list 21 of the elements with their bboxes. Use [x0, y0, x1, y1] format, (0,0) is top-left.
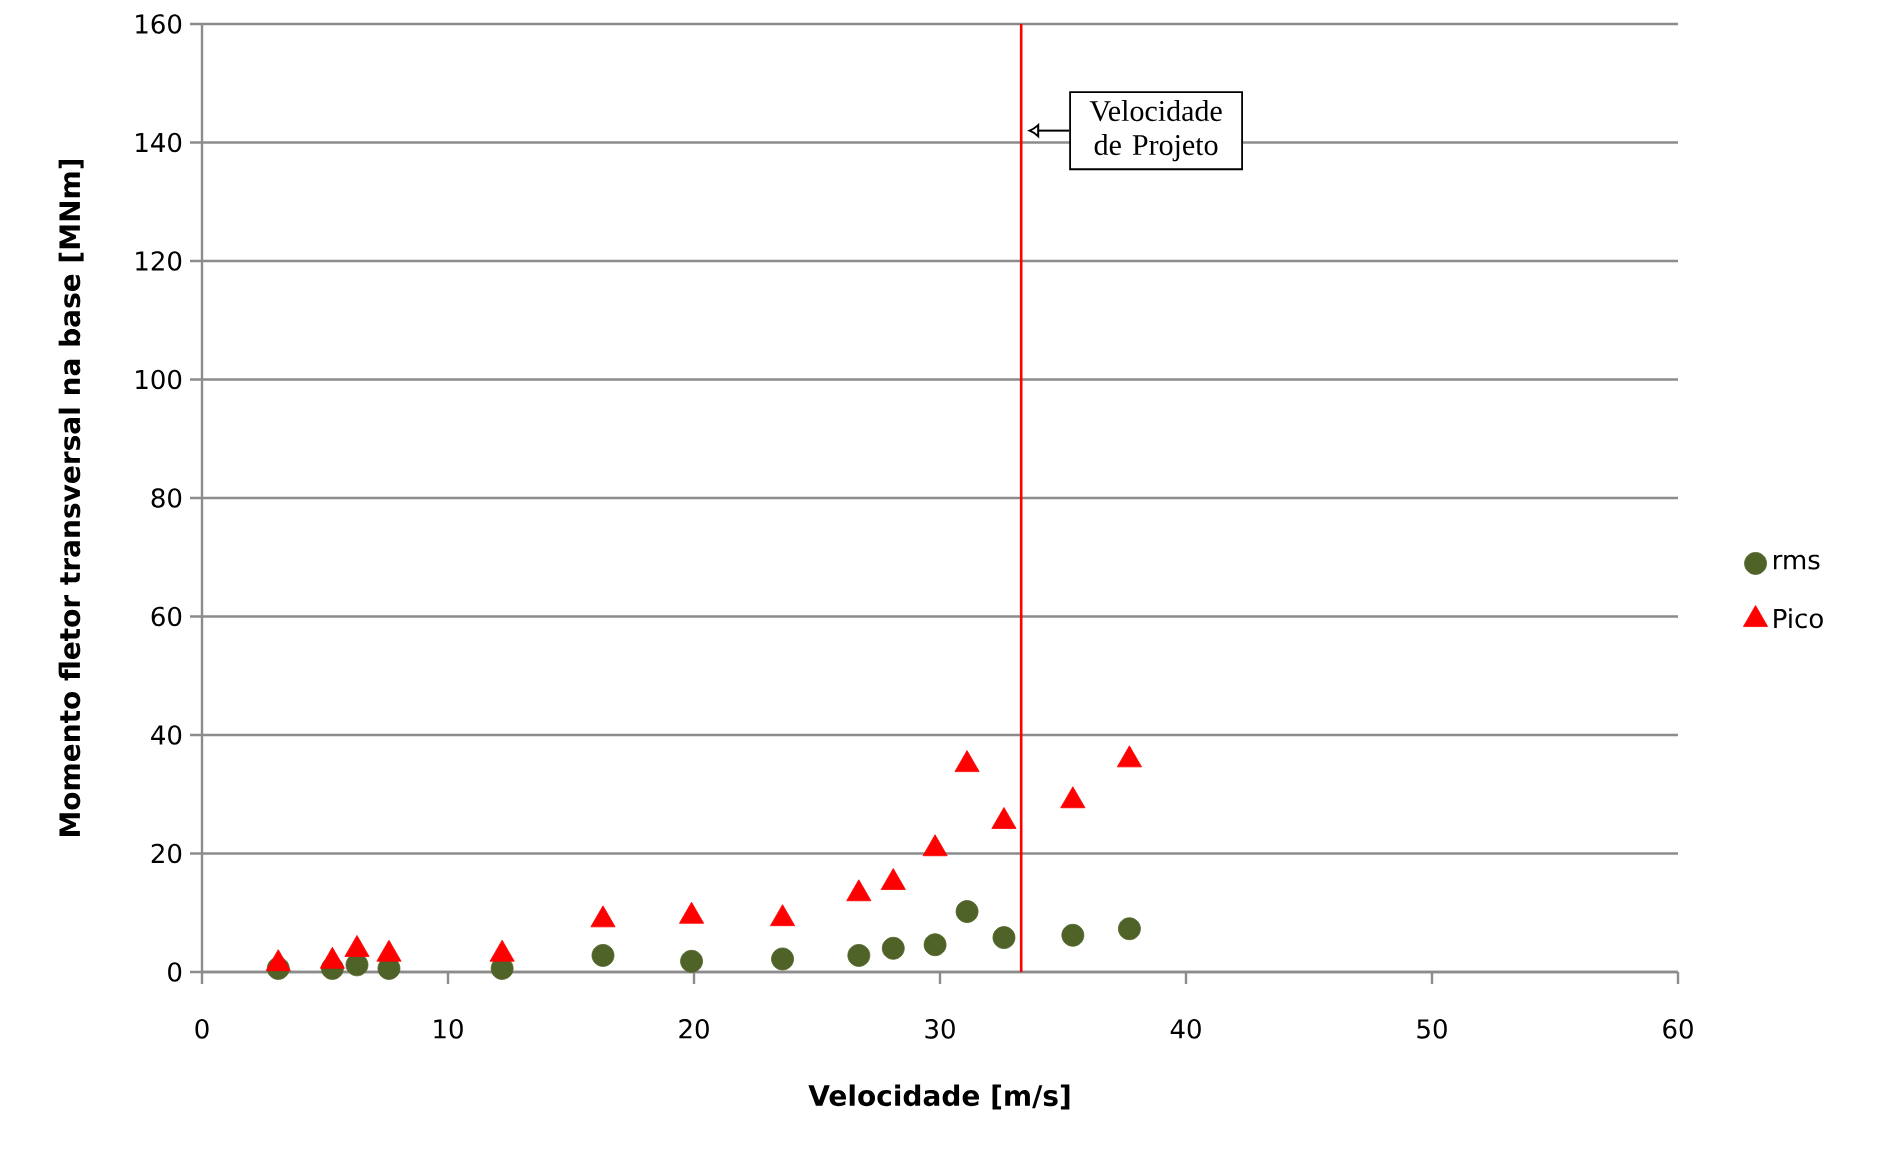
- y-tick-label: 140: [136, 132, 182, 153]
- y-axis-title: Momento fletor transversal na base [MNm]: [58, 159, 84, 836]
- y-tick-label: 80: [151, 488, 182, 508]
- x-tick-label: 10: [434, 1019, 463, 1039]
- y-tick-label: 60: [151, 606, 182, 627]
- x-tick-label: 0: [195, 1019, 209, 1039]
- y-tick-label: 20: [151, 843, 182, 864]
- annotation: Velocidade de Projeto: [1089, 100, 1222, 162]
- legend-label: Pico: [1774, 608, 1823, 629]
- y-tick-label: 40: [151, 725, 182, 745]
- x-tick-label: 50: [1417, 1019, 1447, 1039]
- y-tick-label: 100: [136, 369, 182, 390]
- x-tick-label: 30: [925, 1019, 955, 1039]
- x-axis-title: Velocidade [m/s]: [808, 1084, 1070, 1110]
- y-tick-label: 0: [168, 962, 182, 982]
- y-tick-label: 160: [136, 14, 182, 34]
- x-tick-label: 20: [679, 1019, 709, 1039]
- x-tick-label: 40: [1170, 1019, 1201, 1039]
- legend-label: rms: [1774, 554, 1820, 570]
- x-tick-label: 60: [1663, 1019, 1693, 1039]
- y-tick-label: 120: [136, 251, 182, 271]
